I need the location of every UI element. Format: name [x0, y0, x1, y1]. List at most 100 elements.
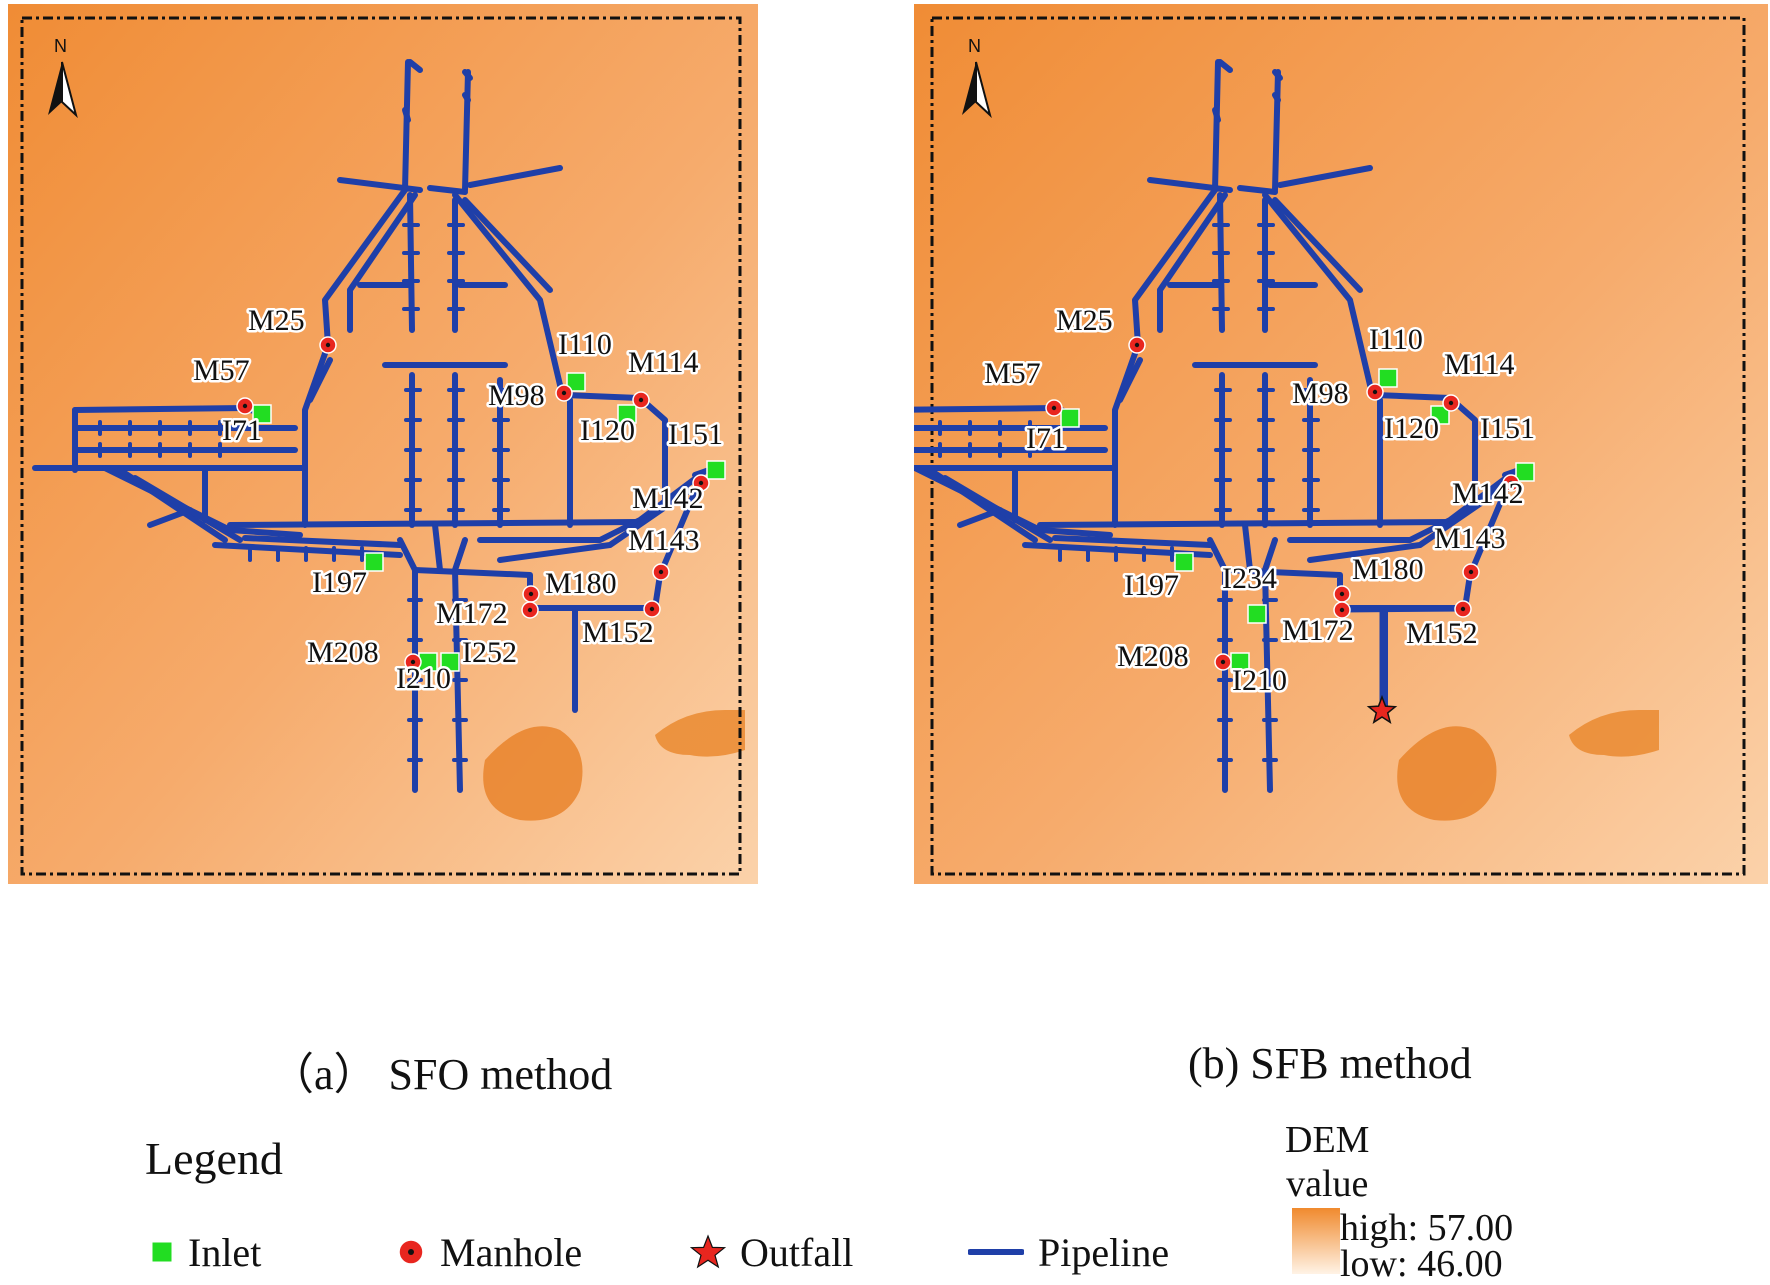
manhole-M25 [319, 336, 337, 354]
node-label-M152: M152 [1406, 617, 1478, 650]
node-label-M172: M172 [1282, 614, 1354, 647]
manhole-dot-icon [398, 1239, 424, 1265]
node-label-I151: I151 [668, 418, 723, 451]
node-label-M114: M114 [628, 346, 699, 379]
pipeline-segment [407, 59, 423, 73]
pipeline-line-icon [968, 1249, 1024, 1255]
inlet-I120 [617, 404, 637, 424]
map-boundary [930, 16, 1746, 876]
inlet-I110 [566, 372, 586, 392]
outfall-star-icon [690, 1234, 726, 1269]
node-label-M114: M114 [1444, 348, 1515, 381]
pipeline-network [914, 59, 1528, 793]
pipeline-segment [242, 535, 403, 548]
manhole-M143 [1462, 563, 1480, 581]
legend-item-outfall: Outfall [690, 1228, 853, 1276]
node-label-M208: M208 [307, 636, 379, 669]
manhole-M25 [1128, 336, 1146, 354]
inlet-I234 [1247, 604, 1267, 624]
caption-a: （a） SFO method [270, 1050, 613, 1099]
node-label-M152: M152 [582, 616, 654, 649]
manhole-M172 [1333, 601, 1351, 619]
inlet-I110 [1378, 368, 1398, 388]
node-label-M57: M57 [984, 357, 1041, 390]
node-label-I210: I210 [1232, 664, 1287, 697]
inlet-I151 [706, 460, 726, 480]
node-label-M98: M98 [1292, 377, 1349, 410]
pipeline-segment [402, 107, 411, 123]
pipeline-segment [637, 395, 668, 503]
map-panel-b: N M25 M57 I71 I110 M98 M114 I120 I151 M142 M143 M18… [914, 0, 1770, 1000]
manhole-M180 [522, 585, 540, 603]
pipeline-segment [1217, 59, 1233, 73]
inlet-I120 [1430, 405, 1450, 425]
pipeline-segment [302, 342, 331, 528]
manhole-M142 [1502, 474, 1520, 492]
node-label-M208: M208 [1117, 640, 1189, 673]
caption-b: (b) SFB method [1188, 1039, 1472, 1088]
pipeline-segment [462, 92, 471, 103]
pipeline-segment [147, 507, 193, 528]
pipeline-segment [307, 357, 333, 403]
node-label-I197: I197 [1124, 569, 1179, 602]
pipeline-segment [322, 187, 408, 348]
node-label-M142: M142 [632, 482, 704, 515]
node-label-M98: M98 [488, 379, 545, 412]
dem-depression [1397, 710, 1659, 821]
pipeline-segment [347, 192, 418, 333]
pipeline-segment [1117, 357, 1143, 403]
node-label-M180: M180 [545, 567, 617, 600]
node-label-M57: M57 [193, 354, 250, 387]
node-label-I234: I234 [1222, 562, 1277, 595]
pipeline-segment [527, 572, 663, 611]
dem-raster [8, 4, 758, 884]
dem-high-label: high [1340, 1207, 1408, 1249]
pipeline-segment [452, 192, 563, 388]
dem-title: DEM value [1285, 1118, 1369, 1206]
pipeline-segment [72, 405, 248, 413]
inlet-I71 [1060, 408, 1080, 428]
node-label-M142: M142 [1452, 477, 1524, 510]
pipeline-segment [1307, 487, 1503, 563]
manhole-M172 [521, 601, 539, 619]
pipeline-segment [914, 405, 1058, 413]
pipeline-segment [1242, 522, 1253, 573]
manhole-M152 [643, 600, 661, 618]
map-sfo: N M25 M57 I71 I110 M98 M114 I120 I151 M142 M143 M18… [8, 4, 758, 884]
legend-label-pipeline: Pipeline [1038, 1229, 1170, 1275]
pipeline-segment [432, 522, 443, 573]
legend-label-manhole: Manhole [440, 1229, 583, 1275]
pipeline-segment [402, 59, 411, 193]
legend-item-inlet: Inlet [150, 1228, 261, 1276]
pipeline-segment [957, 507, 1003, 528]
pipeline-segment [1157, 192, 1228, 333]
pipeline-segment [462, 197, 553, 293]
inlet-I252 [440, 652, 460, 672]
manhole-M208 [404, 653, 422, 671]
manhole-M57 [236, 397, 254, 415]
dem-colon-low: : [1397, 1243, 1418, 1285]
pipeline-segment [1339, 606, 1466, 613]
pipeline-segment [462, 69, 473, 81]
pipeline-segment [1262, 192, 1373, 388]
manhole-M142 [692, 474, 710, 492]
dem-depression [483, 710, 745, 821]
pipeline-segment [1272, 197, 1363, 293]
inlet-square-icon [151, 1241, 173, 1263]
pipeline-segment [1272, 69, 1283, 81]
node-label-M172: M172 [436, 597, 508, 630]
node-label-I120: I120 [580, 414, 635, 447]
pipeline-segment [1272, 69, 1281, 193]
node-label-I110: I110 [1369, 323, 1423, 356]
manhole-M57 [1045, 399, 1063, 417]
dem-low-row: low: 46.00 [1340, 1244, 1503, 1284]
legend-item-pipeline: Pipeline [968, 1228, 1169, 1276]
node-label-I71: I71 [1026, 422, 1066, 455]
node-label-M143: M143 [628, 524, 700, 557]
pipeline-segment [1212, 107, 1221, 123]
manhole-M98 [555, 384, 573, 402]
node-label-I197: I197 [312, 566, 367, 599]
dem-colon-high: : [1407, 1207, 1428, 1249]
pipeline-segment [1277, 165, 1373, 188]
